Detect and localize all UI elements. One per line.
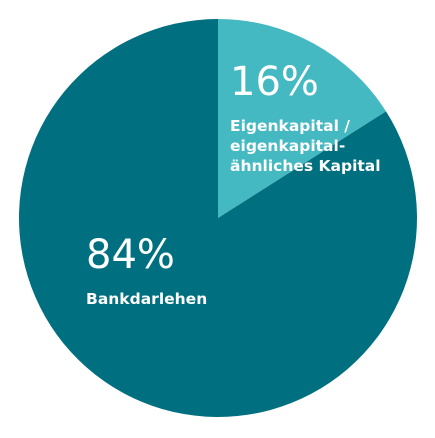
slice-value-bank-loans: 84% xyxy=(86,232,175,278)
slice-label-equity-line-3: ähnliches Kapital xyxy=(230,157,381,175)
slice-label-bank-loans: Bankdarlehen xyxy=(86,290,207,308)
pie-slice-bank-loans xyxy=(18,19,417,417)
slice-value-equity: 16% xyxy=(230,59,319,105)
pie-slices xyxy=(18,19,417,417)
pie-slice-equity xyxy=(218,19,387,218)
slice-label-equity-line-2: eigenkapital- xyxy=(230,137,345,155)
slice-label-equity-line-1: Eigenkapital / xyxy=(230,117,350,135)
